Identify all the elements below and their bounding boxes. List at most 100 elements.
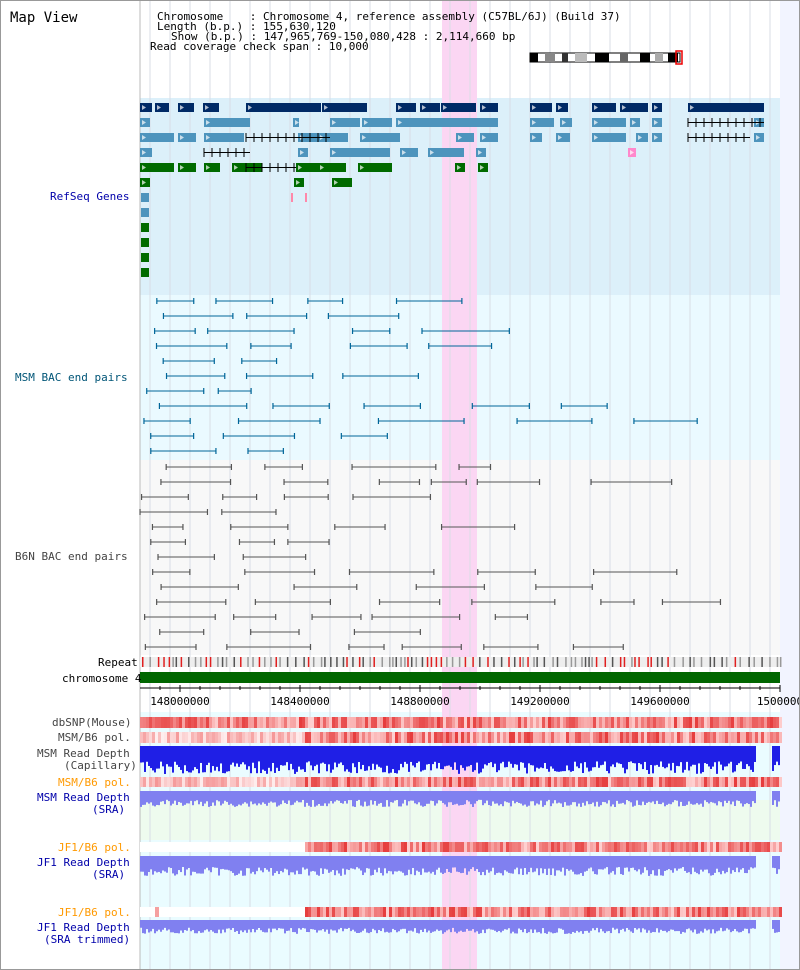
- track-label-msm-pol[interactable]: MSM/B6 pol.: [58, 731, 131, 744]
- msm-pol-sra-cell: [770, 777, 773, 787]
- msm-depth-capillary-bar: [326, 746, 328, 772]
- msm-pol-sra-cell: [677, 777, 680, 787]
- msm-depth-capillary-bar: [164, 746, 166, 774]
- msm-depth-capillary-bar: [614, 746, 616, 768]
- msm-depth-capillary-bar: [188, 746, 190, 773]
- msm-depth-capillary-bar: [744, 746, 746, 769]
- msm-depth-sra-bar: [388, 791, 390, 807]
- track-label-jf1-pol[interactable]: JF1/B6 pol.: [58, 841, 131, 854]
- track-label-jf1-depth[interactable]: JF1 Read Depth: [37, 856, 130, 869]
- jf1-pol-trim-cell: [581, 907, 584, 917]
- dbsnp-cell: [569, 717, 572, 728]
- jf1-depth-trimmed-bar: [526, 920, 528, 934]
- dbsnp-cell: [173, 717, 176, 728]
- track-label-msm-pol-sra[interactable]: MSM/B6 pol.: [58, 776, 131, 789]
- msm-depth-capillary-bar: [476, 746, 478, 763]
- jf1-depth-trimmed-bar: [360, 920, 362, 933]
- jf1-pol-trim-cell: [410, 907, 413, 917]
- msm-pol-sra-cell: [674, 777, 677, 787]
- jf1-depth-sra-bar: [530, 856, 532, 868]
- msm-depth-sra-bar: [540, 791, 542, 801]
- track-label-dbsnp[interactable]: dbSNP(Mouse): [52, 716, 132, 729]
- msm-pol-sra-cell: [518, 777, 521, 787]
- msm-pol-cell: [770, 732, 773, 743]
- jf1-depth-sra-bar: [380, 856, 382, 874]
- repeat-element: [458, 657, 461, 667]
- jf1-depth-trimmed-bar: [224, 920, 226, 933]
- jf1-depth-trimmed-bar: [512, 920, 514, 932]
- msm-pol-cell: [695, 732, 698, 743]
- msm-pol-cell: [503, 732, 506, 743]
- track-label-jf1-pol-trimmed[interactable]: JF1/B6 pol.: [58, 906, 131, 919]
- jf1-pol-cell: [560, 842, 563, 852]
- track-label-jf1-depth-trimmed[interactable]: JF1 Read Depth: [37, 921, 130, 934]
- msm-depth-sra-bar: [474, 791, 476, 804]
- dbsnp-cell: [776, 717, 779, 728]
- jf1-depth-trimmed-bar: [572, 920, 574, 932]
- msm-depth-capillary-bar: [544, 746, 546, 763]
- jf1-pol-trim-cell: [401, 907, 404, 917]
- msm-depth-capillary-bar: [208, 746, 210, 763]
- jf1-pol-trim-cell: [323, 907, 326, 917]
- dbsnp-cell: [734, 717, 737, 728]
- jf1-pol-trim-cell: [524, 907, 527, 917]
- msm-pol-sra-cell: [470, 777, 473, 787]
- jf1-depth-trimmed-bar: [528, 920, 530, 933]
- jf1-pol-trim-cell: [317, 907, 320, 917]
- jf1-depth-sra-bar: [274, 856, 276, 873]
- track-label-msm-depth-capillary[interactable]: MSM Read Depth: [37, 747, 130, 760]
- jf1-depth-sra-bar: [638, 856, 640, 870]
- msm-pol-cell: [521, 732, 524, 743]
- track-label-msm-depth-sra[interactable]: MSM Read Depth: [37, 791, 130, 804]
- msm-depth-capillary-bar: [278, 746, 280, 772]
- refseq-gene-block: [322, 103, 367, 112]
- msm-depth-sra-bar: [590, 791, 592, 804]
- jf1-depth-trimmed-bar: [324, 920, 326, 932]
- refseq-strand-arrow: [594, 135, 598, 140]
- jf1-depth-trimmed-bar: [316, 920, 318, 933]
- dbsnp-cell: [419, 717, 422, 728]
- track-label-msm-bac[interactable]: MSM BAC end pairs: [15, 371, 128, 384]
- msm-depth-capillary-bar: [574, 746, 576, 762]
- jf1-depth-trimmed-bar: [334, 920, 336, 931]
- msm-pol-cell: [464, 732, 467, 743]
- jf1-depth-sra-bar: [454, 856, 456, 868]
- msm-pol-sra-cell: [203, 777, 206, 787]
- dbsnp-cell: [620, 717, 623, 728]
- track-label-refseq[interactable]: RefSeq Genes: [50, 190, 130, 203]
- msm-depth-sra-bar: [460, 791, 462, 806]
- jf1-depth-sra-bar: [614, 856, 616, 875]
- jf1-depth-trimmed-bar: [212, 920, 214, 932]
- jf1-depth-sra-bar: [352, 856, 354, 869]
- jf1-pol-trim-cell: [599, 907, 602, 917]
- refseq-strand-arrow: [478, 150, 482, 155]
- jf1-depth-sra-bar: [688, 856, 690, 873]
- jf1-depth-trimmed-bar: [496, 920, 498, 933]
- msm-depth-capillary-bar: [440, 746, 442, 770]
- jf1-depth-sra-bar: [444, 856, 446, 873]
- msm-depth-sra-bar: [714, 791, 716, 804]
- refseq-strand-arrow: [480, 165, 484, 170]
- track-label-repeat[interactable]: Repeat: [98, 656, 138, 669]
- msm-depth-sra-bar: [242, 791, 244, 804]
- msm-pol-sra-cell: [764, 777, 767, 787]
- msm-pol-sra-cell: [245, 777, 248, 787]
- dbsnp-cell: [224, 717, 227, 728]
- msm-pol-sra-cell: [377, 777, 380, 787]
- msm-depth-sra-bar: [174, 791, 176, 801]
- jf1-pol-trim-cell: [713, 907, 716, 917]
- jf1-pol-trim-cell: [413, 907, 416, 917]
- msm-depth-capillary-bar: [254, 746, 256, 769]
- dbsnp-cell: [629, 717, 632, 728]
- jf1-depth-trimmed-bar: [232, 920, 234, 929]
- msm-pol-sra-cell: [671, 777, 674, 787]
- jf1-pol-cell: [569, 842, 572, 852]
- axis-tick-label: 149200000: [510, 695, 570, 708]
- dbsnp-cell: [407, 717, 410, 728]
- msm-pol-cell: [257, 732, 260, 743]
- dbsnp-cell: [170, 717, 173, 728]
- track-label-b6n-bac[interactable]: B6N BAC end pairs: [15, 550, 128, 563]
- repeat-element: [324, 657, 326, 667]
- jf1-depth-sra-bar: [446, 856, 448, 869]
